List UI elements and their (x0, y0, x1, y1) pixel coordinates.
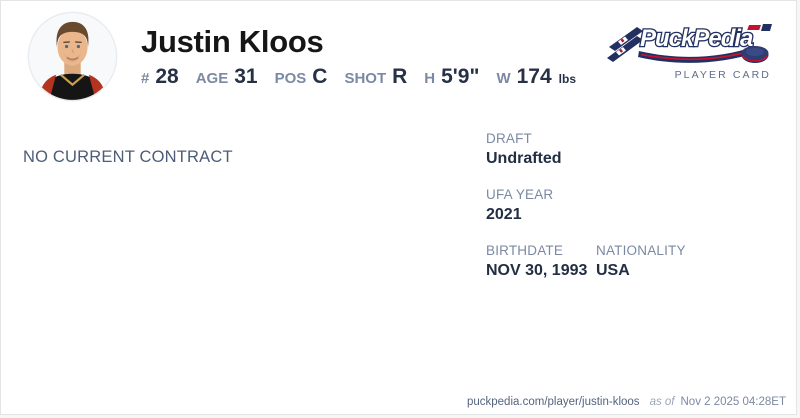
detail-nationality: NATIONALITY USA (596, 243, 686, 280)
stat-value: 31 (234, 65, 258, 89)
player-photo-illustration (27, 11, 118, 102)
detail-birth-nationality-row: BIRTHDATE NOV 30, 1993 NATIONALITY USA (486, 243, 686, 280)
detail-label: DRAFT (486, 131, 532, 146)
player-name: Justin Kloos (141, 24, 324, 59)
stat-value: 174 (516, 65, 552, 89)
stat-position: POS C (275, 65, 328, 89)
svg-text:PuckPedia: PuckPedia (640, 25, 753, 52)
stat-value: 28 (155, 65, 179, 89)
detail-birthdate: BIRTHDATE NOV 30, 1993 (486, 243, 596, 280)
stat-number: # 28 (141, 65, 179, 89)
detail-value: NOV 30, 1993 (486, 262, 588, 279)
stat-weight: W 174 lbs (496, 65, 576, 89)
player-stats-row: # 28 AGE 31 POS C SHOT R H 5'9" W 174 (141, 65, 576, 89)
stat-label: W (496, 70, 511, 88)
detail-value: Undrafted (486, 150, 562, 167)
detail-label: BIRTHDATE (486, 243, 564, 258)
brand-block: PuckPedia PLAYER CARD (606, 14, 772, 81)
as-of-label: as of (649, 396, 675, 408)
card-footer: puckpedia.com/player/justin-kloos as of No… (467, 396, 786, 408)
stat-value: R (392, 65, 408, 89)
stat-label: # (141, 70, 150, 88)
detail-draft: DRAFT Undrafted (486, 131, 686, 168)
player-identity: Justin Kloos # 28 AGE 31 POS C SHOT R H … (141, 24, 576, 89)
detail-value: 2021 (486, 206, 522, 223)
stat-shot: SHOT R (344, 65, 407, 89)
contract-status: NO CURRENT CONTRACT (23, 148, 233, 166)
stat-label: POS (274, 70, 307, 88)
stat-unit: lbs (558, 72, 576, 87)
stat-label: SHOT (344, 70, 387, 88)
stat-label: H (424, 70, 436, 88)
detail-value: USA (596, 262, 630, 279)
player-card-tagline: PLAYER CARD (674, 69, 771, 81)
detail-label: UFA YEAR (486, 187, 554, 202)
puckpedia-logo-icon: PuckPedia (607, 24, 772, 63)
profile-url-link[interactable]: puckpedia.com/player/justin-kloos (466, 396, 640, 408)
player-photo (27, 11, 118, 102)
detail-ufa-year: UFA YEAR 2021 (486, 187, 686, 224)
stat-age: AGE 31 (196, 65, 258, 89)
timestamp: Nov 2 2025 04:28ET (680, 396, 787, 408)
stat-label: AGE (195, 70, 229, 88)
puckpedia-logo: PuckPedia (606, 14, 772, 68)
player-details: DRAFT Undrafted UFA YEAR 2021 BIRTHDATE … (486, 131, 686, 299)
stat-value: C (312, 65, 328, 89)
detail-label: NATIONALITY (596, 243, 686, 258)
stat-height: H 5'9" (424, 65, 479, 89)
stat-value: 5'9" (441, 65, 480, 89)
